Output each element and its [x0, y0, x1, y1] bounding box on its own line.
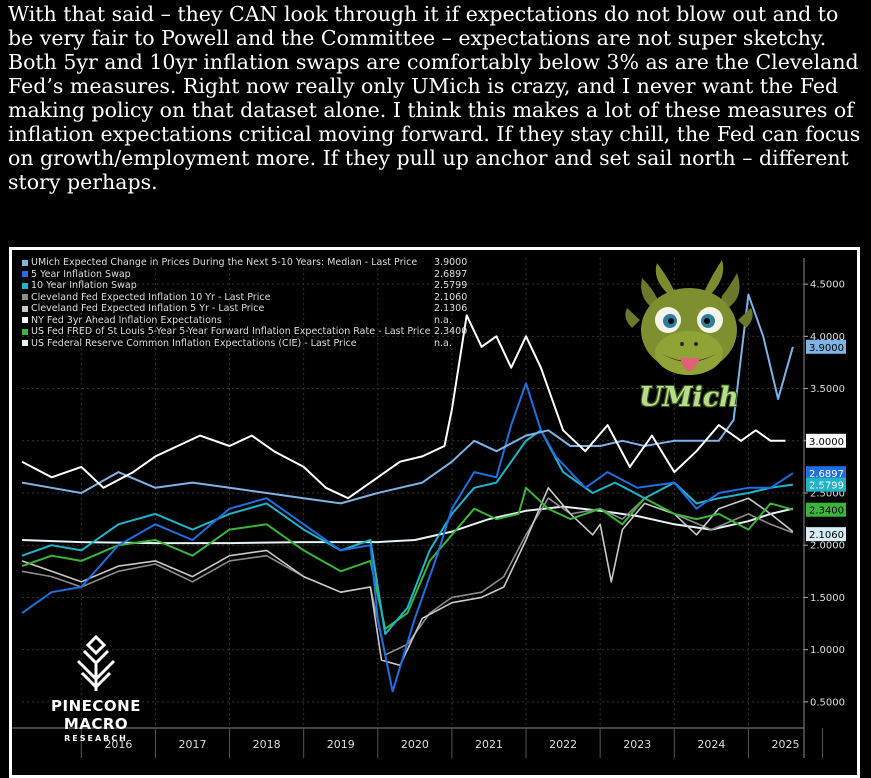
logo-subtitle: RESEARCH — [64, 734, 128, 743]
end-label: 2.1060 — [809, 530, 844, 541]
end-label: 3.9000 — [809, 343, 844, 354]
logo-name: PINECONE MACRO — [51, 697, 141, 733]
end-label: 2.5799 — [809, 481, 844, 492]
legend-entry: 5 Year Inflation Swap 2.6897 — [22, 269, 494, 281]
legend-label: NY Fed 3yr Ahead Inflation Expectations — [31, 314, 222, 326]
end-label: 2.6897 — [809, 469, 844, 480]
legend-entry: 10 Year Inflation Swap 2.5799 — [22, 280, 494, 292]
end-label-box — [806, 466, 846, 481]
pinecone-macro-logo: PINECONE MACRO RESEARCH — [26, 634, 166, 743]
y-tick-label: 4.0000 — [810, 332, 845, 343]
legend-label: US Federal Reserve Common Inflation Expe… — [31, 337, 357, 349]
series-line — [21, 486, 794, 630]
end-label: 3.0000 — [809, 437, 844, 448]
chart-svg: 0.5000 1.0000 1.5000 2.0000 2.5000 3.0000 3.50… — [12, 258, 846, 758]
legend-label: Cleveland Fed Expected Inflation 10 Yr -… — [31, 291, 271, 303]
pinecone-logo-icon — [76, 634, 116, 691]
chart-frame: 0.5000 1.0000 1.5000 2.0000 2.5000 3.0000 3.50… — [9, 247, 860, 778]
legend-label: US Fed FRED of St Louis 5-Year 5-Year Fo… — [31, 326, 431, 337]
legend-swatch — [22, 328, 28, 335]
legend-entry: NY Fed 3yr Ahead Inflation Expectations n… — [22, 315, 494, 327]
legend-entry: Cleveland Fed Expected Inflation 5 Yr - … — [22, 303, 494, 315]
x-tick-label: 2020 — [401, 738, 429, 751]
legend-value: 2.5799 — [434, 280, 468, 291]
y-tick-label: 2.0000 — [810, 541, 845, 552]
legend-value: n.a. — [434, 314, 452, 326]
x-tick-label: 2017 — [178, 738, 206, 751]
legend-entry: Cleveland Fed Expected Inflation 10 Yr -… — [22, 292, 494, 304]
legend-swatch — [22, 259, 28, 266]
legend-swatch — [22, 340, 28, 347]
legend-entry: UMich Expected Change in Prices During t… — [22, 257, 494, 269]
y-tick-label: 0.5000 — [810, 697, 845, 708]
mascot-label: UMich — [639, 382, 739, 413]
series-line — [21, 429, 794, 635]
legend-value: n.a. — [434, 337, 452, 349]
x-tick-label: 2018 — [253, 738, 281, 751]
legend-value: 2.3400 — [434, 326, 468, 337]
end-label-box — [806, 502, 846, 517]
legend-value: 3.9000 — [434, 257, 468, 268]
legend-swatch — [22, 317, 28, 324]
y-tick-label: 4.5000 — [810, 280, 845, 291]
series-line — [21, 497, 794, 656]
x-tick-label: 2019 — [327, 738, 355, 751]
legend-swatch — [22, 294, 28, 301]
x-tick-label: 2024 — [697, 738, 725, 751]
x-tick-label: 2023 — [623, 738, 651, 751]
legend-entry: US Federal Reserve Common Inflation Expe… — [22, 338, 494, 350]
x-tick-label: 2025 — [771, 738, 799, 751]
series-line — [21, 382, 794, 693]
y-tick-label: 1.5000 — [810, 593, 845, 604]
x-tick-label: 2022 — [549, 738, 577, 751]
x-tick-label: 2021 — [475, 738, 503, 751]
dragon-mascot-icon — [622, 258, 757, 418]
legend-label: Cleveland Fed Expected Inflation 5 Yr - … — [31, 303, 265, 314]
legend-label: 10 Year Inflation Swap — [31, 280, 137, 291]
end-label-box — [806, 433, 846, 448]
y-tick-label: 1.0000 — [810, 645, 845, 656]
legend-label: UMich Expected Change in Prices During t… — [31, 257, 418, 268]
series-line — [21, 293, 794, 505]
legend-swatch — [22, 305, 28, 312]
legend-value: 2.1060 — [434, 291, 468, 303]
series-line — [21, 314, 786, 500]
end-label-box — [806, 339, 846, 354]
chart-legend: UMich Expected Change in Prices During t… — [22, 257, 494, 349]
y-tick-label: 2.5000 — [810, 489, 845, 500]
series-line — [21, 505, 794, 545]
legend-swatch — [22, 282, 28, 289]
legend-swatch — [22, 271, 28, 278]
end-label: 2.3400 — [809, 506, 844, 517]
end-label-box — [806, 527, 846, 542]
legend-value: 2.1306 — [434, 303, 468, 314]
x-tick-label: 2016 — [104, 738, 132, 751]
intro-text: With that said – they CAN look through i… — [8, 2, 861, 194]
y-tick-label: 3.5000 — [810, 384, 845, 395]
end-label-box — [806, 477, 846, 492]
legend-entry: US Fed FRED of St Louis 5-Year 5-Year Fo… — [22, 326, 494, 338]
legend-label: 5 Year Inflation Swap — [31, 268, 131, 280]
legend-value: 2.6897 — [434, 268, 468, 280]
